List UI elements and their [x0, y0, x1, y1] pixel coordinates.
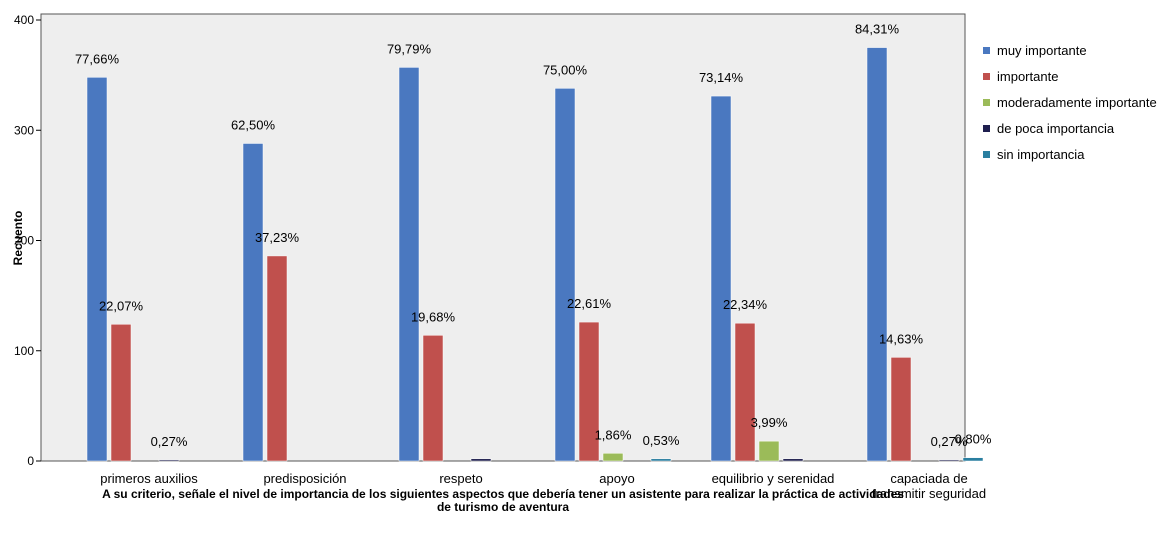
bar-data-label: 75,00% [543, 62, 588, 77]
bar [890, 357, 912, 462]
y-tick-label: 0 [27, 454, 34, 468]
bar [158, 459, 180, 462]
bar [554, 88, 576, 462]
bar-data-label: 19,68% [411, 309, 456, 324]
bar [962, 457, 984, 462]
bar [866, 47, 888, 462]
bar [398, 67, 420, 462]
y-tick-label: 200 [14, 234, 34, 248]
bar-data-label: 0,53% [643, 433, 680, 448]
legend-swatch [983, 47, 990, 54]
category-label: transmitir seguridad [872, 486, 986, 501]
bar-data-label: 0,27% [931, 434, 968, 449]
bar [422, 335, 444, 462]
bar [242, 143, 264, 462]
x-axis-title-line-2: de turismo de aventura [437, 500, 569, 514]
legend-label: sin importancia [997, 147, 1085, 162]
data-labels: 77,66% 22,07% 0,27% 62,50% 37,23% 79,79% 19,68… [75, 22, 992, 449]
bars [86, 47, 984, 462]
y-axis-title: Recuento [11, 211, 25, 266]
bar [782, 458, 804, 462]
bar-data-label: 84,31% [855, 22, 900, 37]
y-tick-label: 400 [14, 13, 34, 27]
bar [86, 77, 108, 462]
category-label: predisposición [263, 471, 346, 486]
bar-data-label: 22,61% [567, 296, 612, 311]
bar [266, 255, 288, 462]
bar [758, 440, 780, 462]
bar [470, 458, 492, 462]
category-label: capaciada de [890, 471, 967, 486]
plot-area [40, 13, 966, 462]
bar-data-label: 79,79% [387, 41, 432, 56]
legend-swatch [983, 151, 990, 158]
bar-data-label: 73,14% [699, 70, 744, 85]
bar [734, 322, 756, 462]
category-label: primeros auxilios [100, 471, 198, 486]
y-axis: 0 100 200 300 400 [14, 13, 41, 468]
category-labels: primeros auxilios predisposición respeto ap… [100, 471, 986, 501]
legend-label: importante [997, 69, 1058, 84]
bar-data-label: 77,66% [75, 51, 120, 66]
bar [602, 453, 624, 462]
bar-data-label: 22,07% [99, 298, 144, 313]
bar-data-label: 14,63% [879, 331, 924, 346]
legend-swatch [983, 99, 990, 106]
bar-data-label: 0,27% [151, 434, 188, 449]
category-label: equilibrio y serenidad [712, 471, 835, 486]
bar [578, 321, 600, 462]
bar [710, 95, 732, 462]
bar-data-label: 62,50% [231, 117, 276, 132]
x-axis-title-line-1: A su criterio, señale el nivel de import… [102, 487, 904, 501]
bar-data-label: 37,23% [255, 230, 300, 245]
legend-label: de poca importancia [997, 121, 1115, 136]
legend-swatch [983, 125, 990, 132]
legend-label: muy importante [997, 43, 1087, 58]
y-tick-label: 100 [14, 344, 34, 358]
bar [110, 324, 132, 462]
category-label: apoyo [599, 471, 634, 486]
legend-swatch [983, 73, 990, 80]
bar-data-label: 1,86% [595, 427, 632, 442]
category-label: respeto [439, 471, 482, 486]
bar [650, 458, 672, 462]
legend-label: moderadamente importante [997, 95, 1157, 110]
bar-data-label: 0,80% [955, 432, 992, 447]
y-tick-label: 300 [14, 123, 34, 137]
bar-data-label: 22,34% [723, 297, 768, 312]
bar-data-label: 3,99% [751, 415, 788, 430]
bar [938, 459, 960, 462]
legend: muy importante importante moderadamente im… [983, 43, 1157, 162]
